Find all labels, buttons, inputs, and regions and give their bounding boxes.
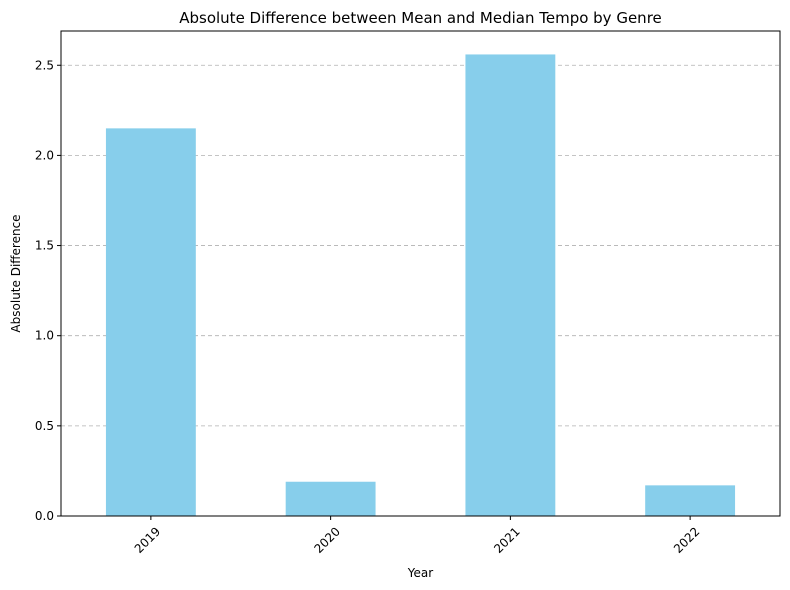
x-axis-label: Year — [407, 566, 433, 580]
bars — [105, 54, 736, 517]
y-tick-label: 0.0 — [35, 509, 54, 523]
y-axis-label: Absolute Difference — [9, 214, 23, 332]
y-tick-label: 1.0 — [35, 329, 54, 343]
y-tick-label: 2.0 — [35, 148, 54, 162]
bar-2022 — [645, 485, 736, 516]
plot-frame — [60, 30, 781, 517]
y-tick-label: 0.5 — [35, 419, 54, 433]
x-tick-label: 2019 — [132, 524, 163, 555]
y-tick-label: 1.5 — [35, 239, 54, 253]
axes — [60, 30, 781, 517]
x-tick-label: 2022 — [671, 524, 702, 555]
chart-title: Absolute Difference between Mean and Med… — [179, 9, 662, 27]
bar-2021 — [465, 54, 556, 517]
y-tick-label: 2.5 — [35, 58, 54, 72]
y-axis-ticks: 0.0 0.5 1.0 1.5 2.0 2.5 — [35, 58, 61, 523]
x-tick-label: 2021 — [491, 524, 522, 555]
bar-2019 — [105, 128, 196, 516]
bar-2020 — [285, 481, 376, 516]
x-tick-label: 2020 — [311, 524, 342, 555]
x-axis-ticks: 2019 2020 2021 2022 — [132, 516, 702, 556]
